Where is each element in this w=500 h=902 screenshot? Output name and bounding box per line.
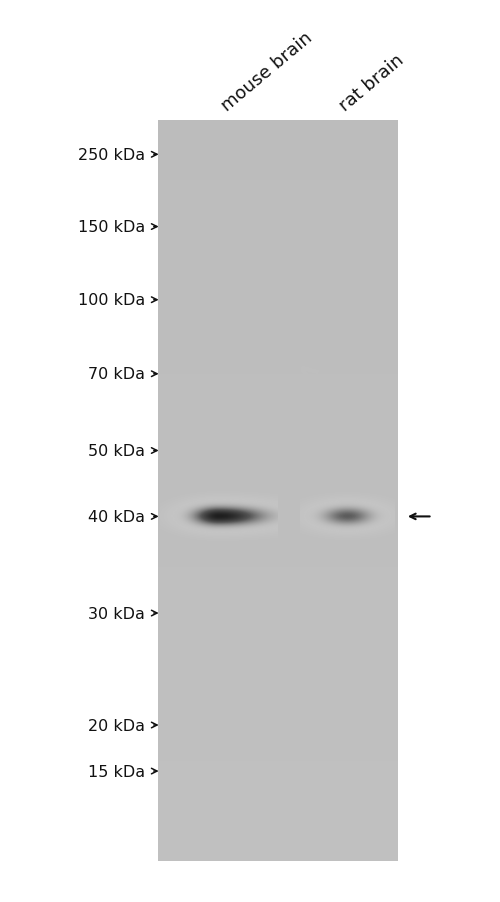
Text: 70 kDa: 70 kDa (88, 367, 145, 382)
Text: WWW.PTGLAB.COM: WWW.PTGLAB.COM (230, 361, 324, 631)
Text: 15 kDa: 15 kDa (88, 764, 145, 778)
Text: 150 kDa: 150 kDa (78, 220, 145, 235)
Text: rat brain: rat brain (336, 51, 407, 115)
Text: 250 kDa: 250 kDa (78, 148, 145, 162)
Text: 50 kDa: 50 kDa (88, 444, 145, 458)
Text: 40 kDa: 40 kDa (88, 510, 145, 524)
Text: 100 kDa: 100 kDa (78, 293, 145, 308)
Text: mouse brain: mouse brain (218, 28, 316, 115)
Text: 30 kDa: 30 kDa (88, 606, 145, 621)
Text: 20 kDa: 20 kDa (88, 718, 145, 732)
